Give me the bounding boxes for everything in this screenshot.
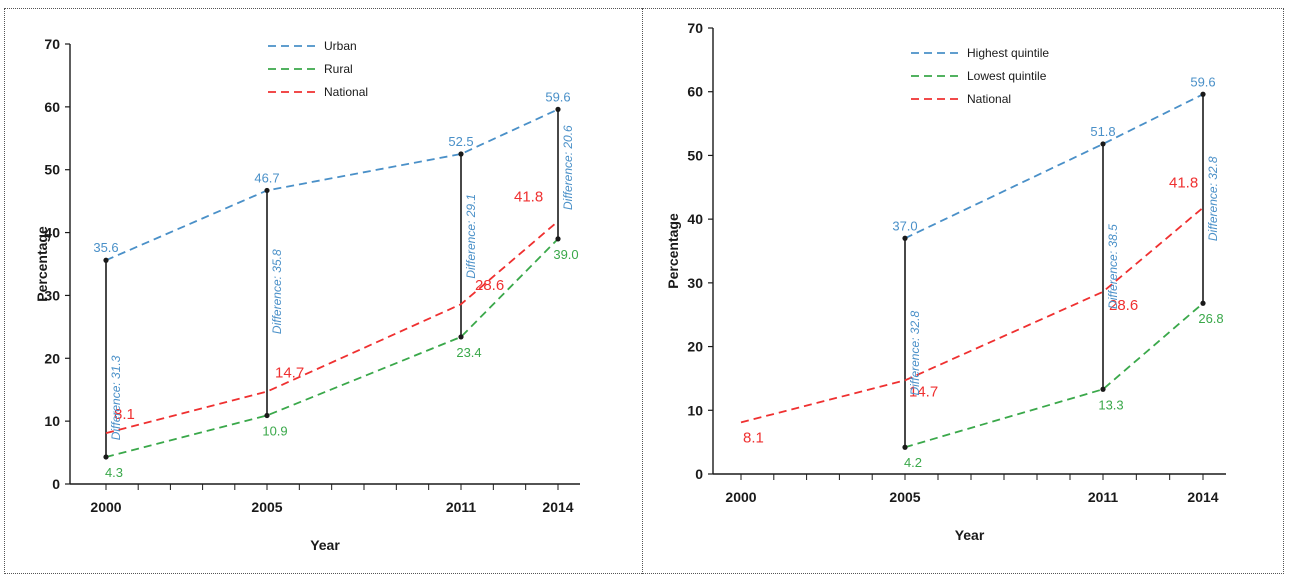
chart1-difference-marker [103, 454, 109, 460]
chart2-data-label-red: 28.6 [1109, 297, 1138, 314]
figure-frame [4, 8, 1284, 574]
chart2-y-tick-label: 30 [687, 275, 703, 291]
chart1-series-line-red [105, 220, 559, 434]
chart1-difference-marker [458, 151, 464, 157]
chart1-data-label-red: 28.6 [475, 277, 504, 294]
chart2-data-label-blue: 51.8 [1090, 124, 1115, 139]
chart2-data-label-red: 41.8 [1169, 175, 1198, 192]
chart2-series-line-green [904, 302, 1204, 449]
chart2-data-label-green: 26.8 [1198, 311, 1223, 326]
chart2-x-tick-label: 2000 [725, 489, 756, 505]
chart1-legend-label: National [324, 85, 368, 99]
chart1-difference-marker [555, 236, 561, 242]
chart2-legend-label: Highest quintile [967, 46, 1049, 60]
chart2-data-label-red: 14.7 [909, 383, 938, 400]
chart1-difference-marker [264, 187, 270, 194]
chart1-y-tick-label: 30 [44, 287, 60, 303]
panel-divider [642, 8, 643, 574]
chart2-data-label-red: 8.1 [743, 429, 764, 446]
chart1-difference-marker [103, 257, 109, 263]
chart2-y-tick-label: 0 [695, 466, 703, 482]
chart2-x-tick-label: 2014 [1187, 489, 1218, 505]
chart1-data-label-blue: 35.6 [93, 240, 118, 255]
chart2-difference-marker [1100, 386, 1106, 392]
chart2-data-label-green: 13.3 [1098, 397, 1123, 412]
chart2-data-label-blue: 59.6 [1190, 74, 1215, 89]
chart2-difference-label: Difference: 32.8 [908, 311, 922, 396]
chart1-series-line-green [105, 238, 559, 458]
chart2-difference-marker [902, 235, 908, 241]
chart1-y-tick-label: 10 [44, 413, 60, 429]
chart1-data-label-red: 14.7 [275, 365, 304, 382]
chart1-data-label-blue: 46.7 [254, 170, 279, 185]
chart2-series-line-blue [904, 93, 1204, 240]
chart2-difference-label: Difference: 38.5 [1106, 224, 1120, 309]
chart1-data-label-blue: 52.5 [448, 134, 473, 149]
chart2-y-tick-label: 60 [687, 84, 703, 100]
chart1-y-tick-label: 50 [44, 162, 60, 178]
chart2-x-axis-label: Year [955, 527, 985, 543]
chart1-x-tick-label: 2011 [446, 499, 477, 515]
chart1-y-tick-label: 60 [44, 99, 60, 115]
chart1-legend-label: Rural [324, 62, 353, 76]
chart1-y-axis-label: Percentage [34, 226, 50, 302]
chart1-y-tick-label: 0 [52, 476, 60, 492]
chart2-legend-label: National [967, 92, 1011, 106]
chart1-y-tick-label: 40 [44, 225, 60, 241]
chart2-y-tick-label: 70 [687, 20, 703, 36]
chart2-y-tick-label: 50 [687, 147, 703, 163]
chart1-data-label-red: 41.8 [514, 188, 543, 205]
chart1-data-label-blue: 59.6 [545, 89, 570, 104]
chart2-difference-marker [1200, 300, 1206, 306]
chart2-difference-label: Difference: 32.8 [1206, 156, 1220, 241]
chart1-difference-marker [555, 106, 561, 112]
chart2-data-label-blue: 37.0 [892, 218, 917, 233]
chart1-x-tick-label: 2000 [90, 499, 121, 515]
chart1-x-tick-label: 2014 [542, 499, 573, 515]
chart2-y-tick-label: 40 [687, 211, 703, 227]
chart2-legend-label: Lowest quintile [967, 69, 1047, 83]
chart1-x-axis-label: Year [310, 537, 340, 553]
chart2-x-tick-label: 2005 [889, 489, 920, 505]
chart1-data-label-green: 4.3 [105, 465, 123, 480]
chart1-difference-label: Difference: 29.1 [464, 194, 478, 279]
chart2-y-tick-label: 20 [687, 339, 703, 355]
chart1-data-label-green: 39.0 [553, 247, 578, 262]
chart1-series-line-blue [105, 108, 559, 262]
chart2-difference-marker [1200, 91, 1206, 97]
chart2-x-tick-label: 2011 [1088, 489, 1119, 505]
chart1-difference-label: Difference: 35.8 [270, 249, 284, 334]
chart1-legend-label: Urban [324, 39, 357, 53]
chart1-difference-marker [458, 334, 464, 340]
chart2-difference-marker [902, 444, 908, 450]
chart2-y-tick-label: 10 [687, 402, 703, 418]
chart1-y-tick-label: 20 [44, 350, 60, 366]
chart1-data-label-green: 10.9 [262, 423, 287, 438]
chart1-difference-marker [264, 412, 270, 419]
chart2-difference-marker [1100, 141, 1106, 147]
chart2-y-axis-label: Percentage [665, 213, 681, 289]
chart2-data-label-green: 4.2 [904, 455, 922, 470]
chart1-x-tick-label: 2005 [251, 499, 282, 515]
chart1-y-tick-label: 70 [44, 36, 60, 52]
chart1-data-label-green: 23.4 [456, 345, 481, 360]
chart1-difference-label: Difference: 20.6 [561, 125, 575, 210]
chart1-difference-label: Difference: 31.3 [109, 355, 123, 440]
chart1-data-label-red: 8.1 [114, 406, 135, 423]
chart2-series-line-red [740, 206, 1204, 424]
